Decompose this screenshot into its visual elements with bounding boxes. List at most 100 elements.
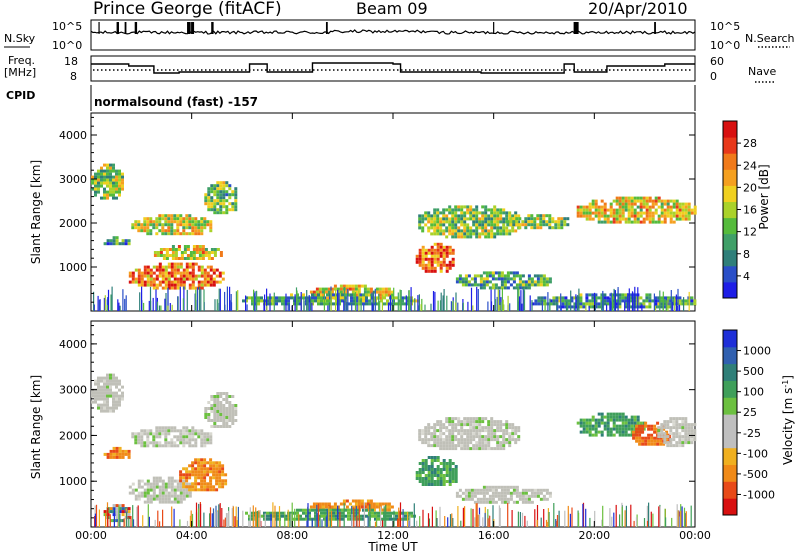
power-cell (155, 286, 159, 290)
power-cell (515, 223, 519, 227)
power-cell (278, 296, 281, 300)
velocity-cell (143, 488, 147, 492)
velocity-cell (442, 444, 446, 448)
power-cell (488, 280, 492, 284)
velocity-cell (448, 483, 452, 486)
power-cell (207, 251, 211, 254)
velocity-scatter-mark (203, 512, 205, 527)
velocity-cell (121, 391, 124, 395)
velocity-cell (467, 488, 471, 492)
velocity-cell (484, 447, 488, 451)
power-cell (164, 217, 168, 221)
velocity-cell (690, 432, 694, 436)
velocity-scatter-mark (191, 513, 194, 527)
power-cell (521, 220, 525, 224)
power-cell (146, 265, 150, 269)
power-cell (234, 202, 238, 206)
velocity-cell (353, 508, 356, 512)
power-cell (179, 217, 183, 221)
power-cell (158, 268, 162, 272)
velocity-cell (418, 477, 422, 480)
velocity-cell (97, 397, 100, 401)
velocity-cell (466, 417, 470, 421)
power-cell (97, 172, 100, 176)
power-scatter-mark (346, 302, 348, 311)
velocity-scatter-mark (635, 517, 638, 527)
power-cell (191, 274, 195, 278)
power-cell (149, 268, 153, 272)
power-cell (424, 223, 428, 227)
velocity-cell (508, 432, 512, 436)
power-scatter-mark (182, 298, 184, 311)
velocity-cell (200, 467, 204, 471)
power-cell (455, 280, 459, 284)
power-cell (543, 296, 547, 300)
velocity-cell (633, 415, 637, 419)
velocity-scatter-mark (594, 510, 596, 527)
power-cell (318, 293, 322, 297)
power-cell (500, 271, 504, 275)
velocity-cell (463, 447, 467, 451)
power-cell (225, 184, 229, 188)
velocity-colorbar-swatch (723, 430, 737, 449)
velocity-cell (588, 424, 592, 428)
velocity-cell (179, 435, 183, 439)
velocity-scatter-mark (272, 502, 274, 527)
power-cell (164, 220, 168, 224)
power-cell (207, 254, 211, 257)
power-cell (381, 287, 385, 291)
power-cell (466, 226, 470, 230)
velocity-cell (407, 511, 410, 515)
power-scatter-mark (323, 288, 325, 311)
power-cell (149, 220, 153, 224)
velocity-cell (630, 421, 634, 425)
velocity-cell (213, 407, 217, 410)
power-cell (636, 214, 640, 218)
power-cell (684, 302, 688, 306)
velocity-cell (121, 449, 125, 453)
power-cell (106, 242, 110, 246)
velocity-echo-region (91, 373, 124, 413)
velocity-cell (185, 441, 189, 445)
velocity-cell (496, 423, 500, 427)
power-cell (158, 265, 162, 269)
velocity-cell (263, 514, 266, 518)
velocity-cell (302, 511, 305, 515)
power-cell (487, 208, 491, 212)
velocity-cell (112, 455, 116, 459)
power-cell (530, 214, 534, 218)
power-scatter-mark (617, 288, 619, 311)
velocity-cell (464, 488, 468, 492)
velocity-cell (475, 432, 479, 436)
power-cell (200, 280, 204, 284)
velocity-scatter-mark (189, 515, 191, 527)
cpid-label: CPID (6, 89, 35, 102)
power-cell (290, 296, 293, 300)
velocity-cell (621, 412, 625, 416)
power-cell (213, 248, 217, 251)
velocity-cell (218, 464, 222, 468)
velocity-cell (215, 488, 219, 492)
power-cell (457, 232, 461, 236)
power-cell (448, 208, 452, 212)
power-cell (167, 283, 171, 287)
velocity-echo-region (179, 458, 228, 492)
power-cell (350, 296, 353, 300)
power-cell (591, 199, 595, 203)
power-cell (442, 223, 446, 227)
power-cell (161, 217, 165, 221)
power-cell (490, 217, 494, 221)
power-scatter-mark (351, 303, 353, 311)
power-cell (180, 251, 184, 254)
power-scatter-mark (544, 302, 546, 311)
velocity-cell (296, 517, 299, 521)
velocity-colorbar-swatch (723, 498, 737, 516)
velocity-cell (469, 420, 473, 424)
velocity-cell (472, 435, 476, 439)
power-cell (469, 211, 473, 215)
velocity-cell (374, 514, 377, 518)
velocity-cell (329, 508, 332, 512)
velocity-cell (155, 441, 159, 445)
freq-label-line2: [MHz] (4, 66, 36, 79)
velocity-scatter-mark (324, 514, 326, 527)
